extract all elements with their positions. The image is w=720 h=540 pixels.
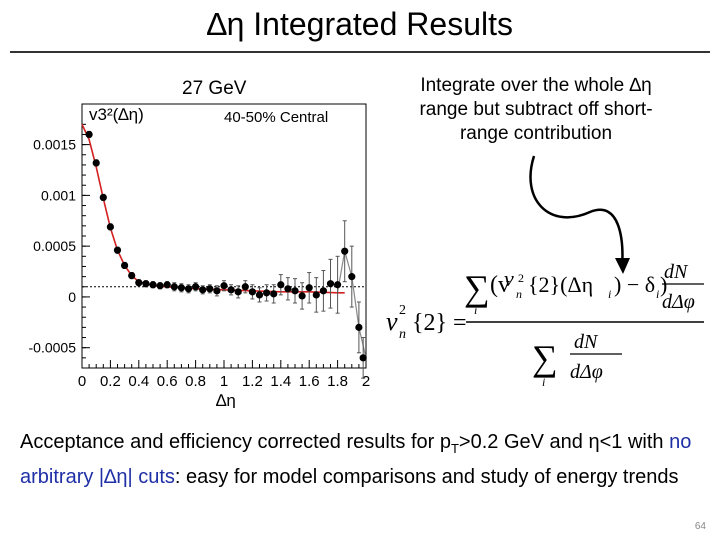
x-tick-label: 1 xyxy=(220,373,228,390)
data-point xyxy=(149,281,157,289)
data-point xyxy=(359,354,367,362)
x-tick-label: 0.4 xyxy=(128,373,149,390)
data-point xyxy=(213,287,221,295)
data-point xyxy=(163,281,171,289)
formula-num-term: (v xyxy=(490,272,510,298)
v3-vs-deta-chart: 0 0.2 0.4 0.6 0.8 1 1.2 1.4 1.6 1.8 2 -0.0005 0 0.000… xyxy=(29,103,370,408)
data-point xyxy=(284,285,292,293)
fit-curve xyxy=(81,123,345,294)
data-point xyxy=(92,159,100,167)
data-point xyxy=(312,291,320,299)
summary-part1: Acceptance and efficiency corrected resu… xyxy=(20,431,451,453)
data-point xyxy=(85,130,93,139)
formula-num-sub-i1: i xyxy=(608,287,611,301)
data-point xyxy=(291,287,299,295)
formula-num-sum: ∑ xyxy=(464,268,490,308)
y-axis-label: v3²(∆η) xyxy=(89,105,144,124)
data-point xyxy=(113,246,122,254)
data-point xyxy=(263,289,271,297)
summary-text: Acceptance and efficiency corrected resu… xyxy=(20,428,710,492)
formula-num-sub-i2: i xyxy=(656,287,659,301)
data-point xyxy=(298,292,306,300)
formula-num-term2: {2}(Δη xyxy=(528,272,593,297)
data-point xyxy=(142,280,150,288)
formula-num-index: i xyxy=(474,303,477,317)
formula-den-sum: ∑ xyxy=(532,338,558,378)
x-tick-label: 2 xyxy=(362,373,370,390)
x-tick-label: 1.2 xyxy=(242,373,263,390)
data-point xyxy=(334,281,342,289)
formula-lhs-v: v xyxy=(386,307,398,336)
data-point xyxy=(128,272,136,280)
y-tick-label: 0 xyxy=(68,289,76,305)
x-tick-label: 1.8 xyxy=(327,373,348,390)
data-point xyxy=(319,287,327,295)
summary-part2: >0.2 GeV and η<1 with xyxy=(458,431,670,453)
x-tick-label: 1.4 xyxy=(270,373,291,390)
data-point xyxy=(277,281,285,289)
x-tick-label: 0.6 xyxy=(157,373,178,390)
formula-den-frac-bottom: dΔφ xyxy=(570,361,603,383)
formula-lhs-sub: n xyxy=(399,327,406,342)
data-point xyxy=(135,279,143,287)
data-point xyxy=(184,285,193,293)
formula-lhs-sup: 2 xyxy=(399,303,406,318)
formula-num-term3: ) − δ xyxy=(614,272,655,297)
page-number: 64 xyxy=(694,521,706,532)
data-point xyxy=(199,286,207,294)
data-point xyxy=(227,286,235,294)
formula-num-frac-top: dN xyxy=(664,261,689,283)
data-point xyxy=(220,282,228,290)
formula-num-v: v xyxy=(504,266,514,291)
data-point xyxy=(305,284,313,292)
data-point xyxy=(106,223,114,231)
summary-highlight: no arbitrary |∆η| cuts xyxy=(20,431,692,488)
y-tick-label: 0.001 xyxy=(41,187,76,203)
data-point xyxy=(341,247,349,255)
formula-den-index: i xyxy=(542,375,545,389)
formula-lhs-braces: {2} = xyxy=(412,310,467,336)
x-tick-label: 0.2 xyxy=(100,373,121,390)
data-point xyxy=(355,323,363,331)
data-point xyxy=(156,282,164,290)
data-point xyxy=(121,261,129,270)
x-tick-label: 0 xyxy=(78,373,86,390)
legend-text: 40-50% Central xyxy=(224,109,328,126)
callout-arrow xyxy=(529,155,630,274)
slide-title: ∆η Integrated Results xyxy=(207,6,513,42)
data-point xyxy=(270,290,278,298)
data-point xyxy=(348,273,356,281)
y-tick-label: 0.0005 xyxy=(33,238,76,254)
summary-part3: : easy for model comparisons and study o… xyxy=(174,466,679,488)
formula-num-sub: n xyxy=(516,287,522,301)
data-point xyxy=(177,284,185,292)
x-tick-label: 0.8 xyxy=(185,373,206,390)
formula-num-sup: 2 xyxy=(518,271,524,285)
data-point xyxy=(326,280,335,288)
data-point xyxy=(99,193,107,202)
data-point xyxy=(241,283,249,291)
data-point xyxy=(255,291,264,299)
y-tick-label: -0.0005 xyxy=(29,340,77,356)
callout-text: Integrate over the whole ∆η range but su… xyxy=(419,75,653,144)
data-point xyxy=(234,288,242,296)
data-point xyxy=(248,288,256,296)
v2-integral-formula: v n 2 {2} = ∑ i (v v 2 n {2}(Δη i ) − δ … xyxy=(386,261,704,389)
formula-den-frac-top: dN xyxy=(574,331,599,353)
x-axis-label: ∆η xyxy=(216,391,236,408)
formula-num-frac-bottom: dΔφ xyxy=(662,291,695,313)
energy-label: 27 GeV xyxy=(182,78,247,99)
title-divider xyxy=(10,51,710,53)
plot-frame xyxy=(81,103,367,369)
y-tick-label: 0.0015 xyxy=(33,137,76,153)
data-point xyxy=(170,283,178,291)
data-point xyxy=(192,283,200,291)
x-tick-label: 1.6 xyxy=(299,373,320,390)
data-point xyxy=(206,285,214,293)
summary-sub: T xyxy=(450,441,459,456)
